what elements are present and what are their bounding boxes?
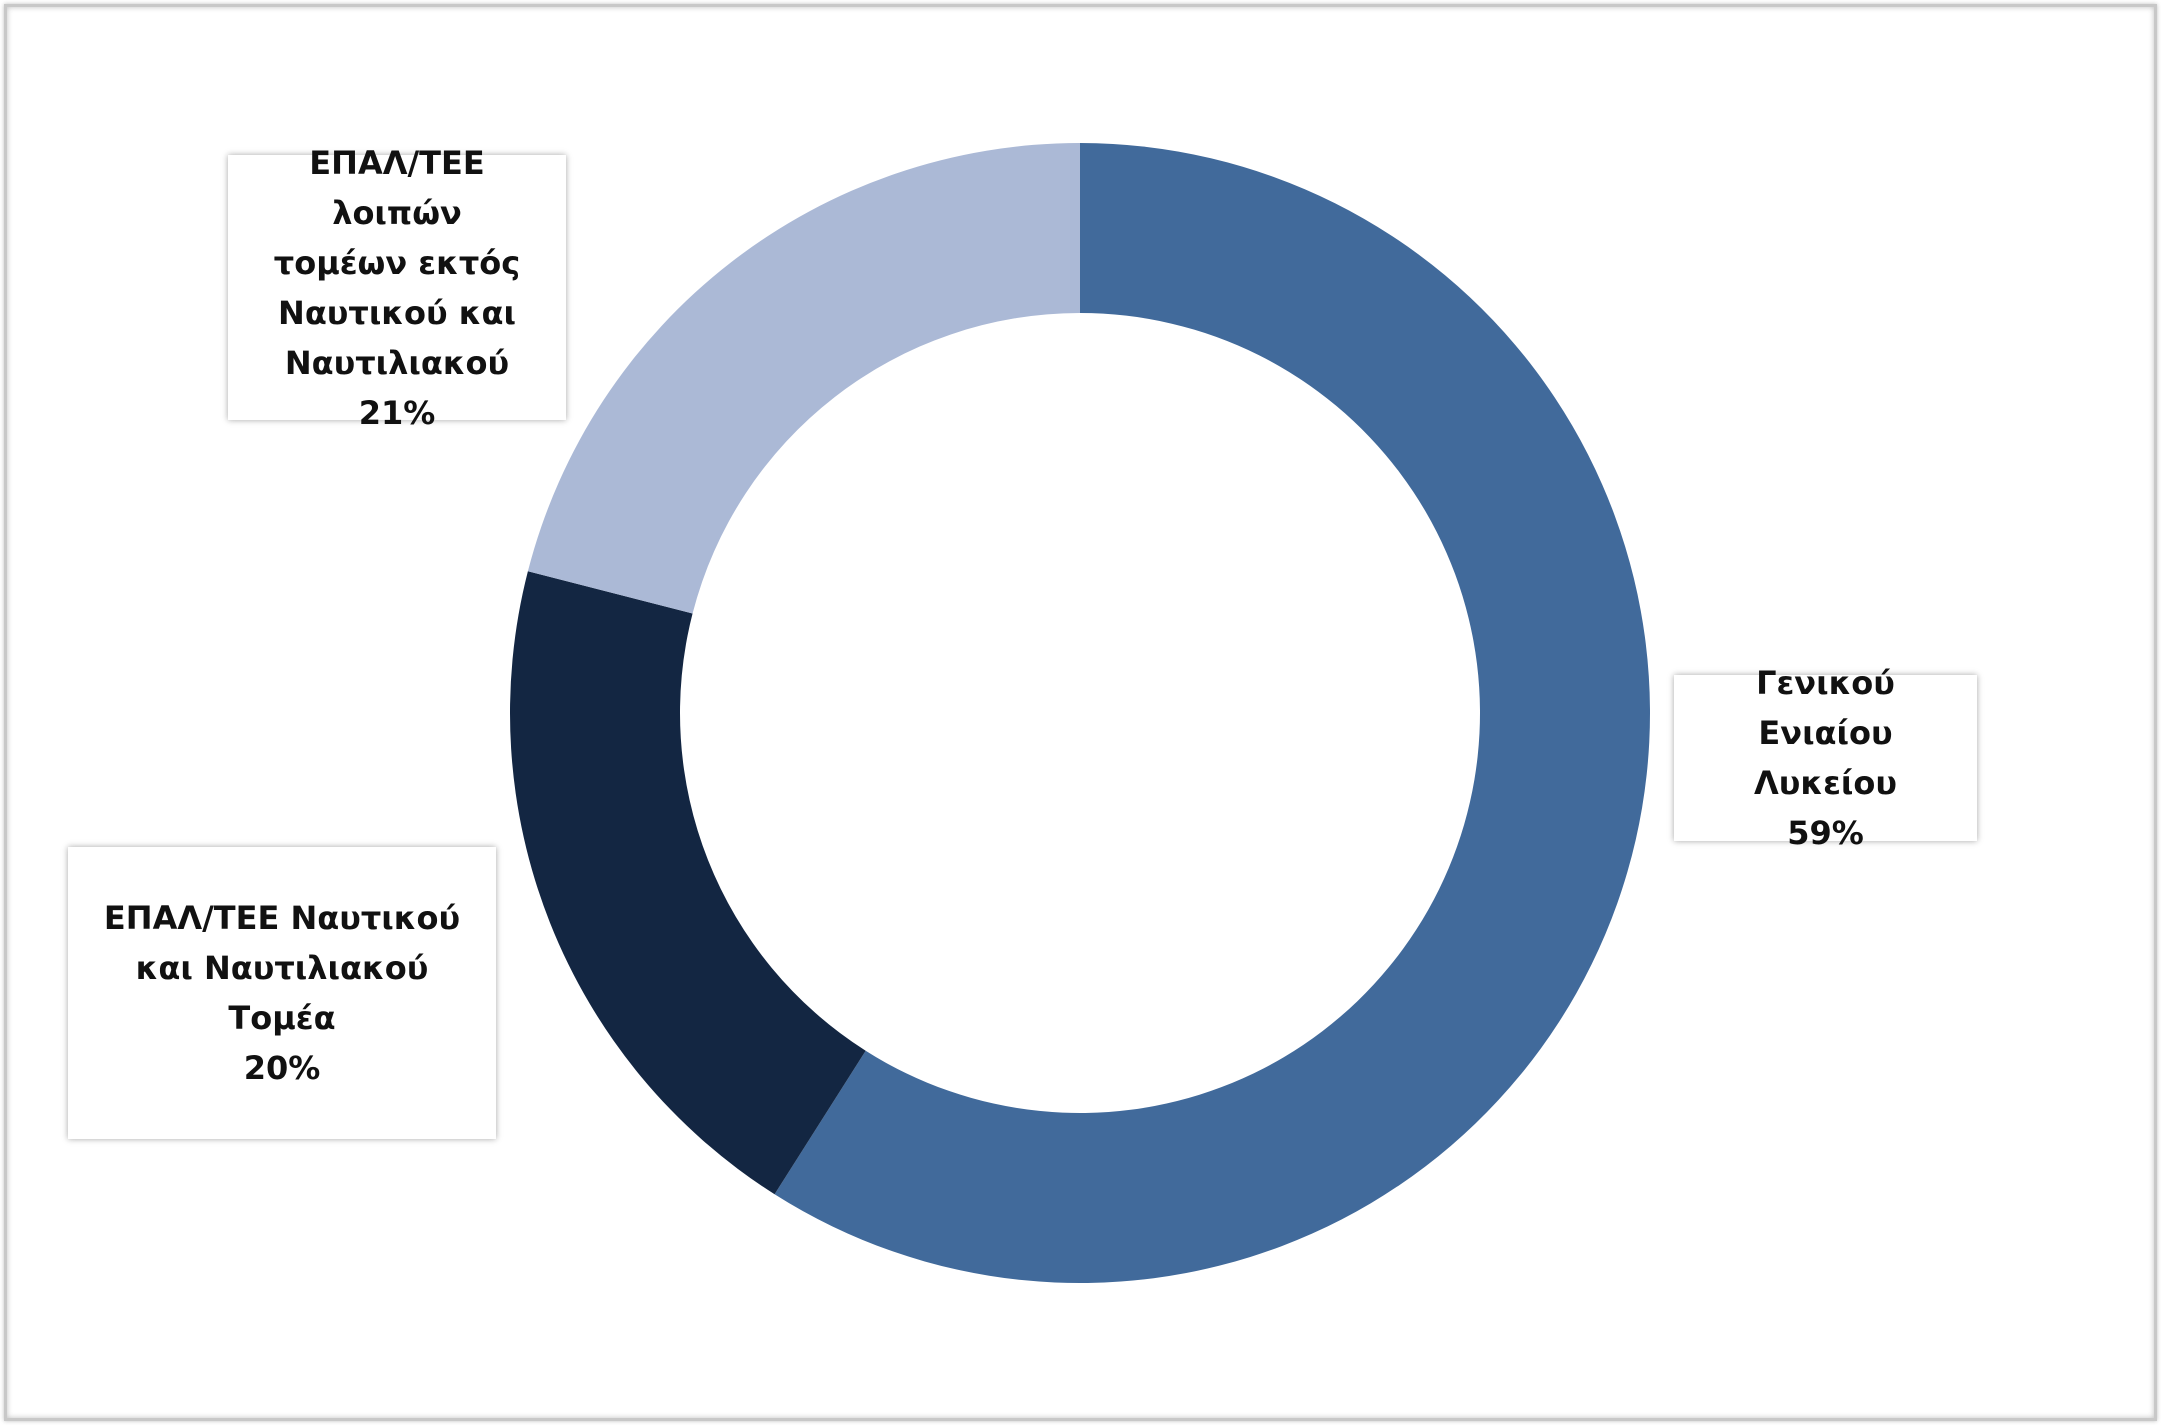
data-label-name: ΕΠΑΛ/ΤΕΕ λοιπών τομέων εκτός Ναυτικού κα… <box>273 143 521 382</box>
data-label-value: 20% <box>243 1049 321 1087</box>
data-label-nautical-sector: ΕΠΑΛ/ΤΕΕ Ναυτικού και Ναυτιλιακού Τομέα … <box>68 847 496 1139</box>
donut-slice-1 <box>510 571 866 1195</box>
data-label-name: ΕΠΑΛ/ΤΕΕ Ναυτικού και Ναυτιλιακού Τομέα <box>103 899 461 1037</box>
donut-slices <box>510 143 1650 1283</box>
donut-slice-0 <box>774 143 1650 1283</box>
data-label-general-lyceum: Γενικού Ενιαίου Λυκείου 59% <box>1674 664 1977 852</box>
data-label-name: Γενικού Ενιαίου Λυκείου <box>1754 664 1897 802</box>
data-label-other-sectors: ΕΠΑΛ/ΤΕΕ λοιπών τομέων εκτός Ναυτικού κα… <box>228 144 566 432</box>
data-label-value: 59% <box>1787 814 1864 852</box>
data-label-value: 21% <box>358 393 436 432</box>
donut-slice-2 <box>527 143 1080 614</box>
